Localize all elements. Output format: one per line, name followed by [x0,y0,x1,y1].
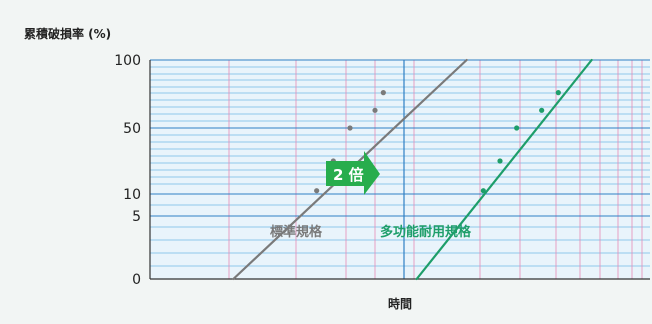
series-1-point-3 [539,107,545,113]
series-0-point-2 [347,125,353,131]
y-axis-title: 累積破損率 (%) [24,26,111,41]
ratio-annotation-label: 2 倍 [333,166,364,184]
y-tick-label-100: 100 [114,53,141,69]
y-tick-label-50: 50 [123,121,141,137]
series-1-point-0 [480,188,486,194]
y-tick-label-0: 0 [132,272,141,288]
plot-area [150,60,650,279]
series-0-label: 標準規格 [270,224,323,240]
series-0-point-0 [314,188,320,194]
series-1-label: 多功能耐用規格 [380,224,472,240]
ratio-arrow-shape [326,151,380,195]
series-1-fit-line [415,58,593,281]
x-axis-title: 時間 [388,296,412,311]
y-tick-labels: 0 5 10 50 100 [114,53,141,288]
y-tick-label-5: 5 [132,209,141,225]
series-0-point-3 [372,107,378,113]
series-0-point-4 [380,90,386,96]
series-1-point-4 [555,90,561,96]
y-tick-label-10: 10 [123,187,141,203]
grid [149,59,650,280]
ratio-annotation-arrow: 2 倍 [326,151,380,195]
series-1-point-1 [497,158,503,164]
series-1-point-2 [514,125,520,131]
